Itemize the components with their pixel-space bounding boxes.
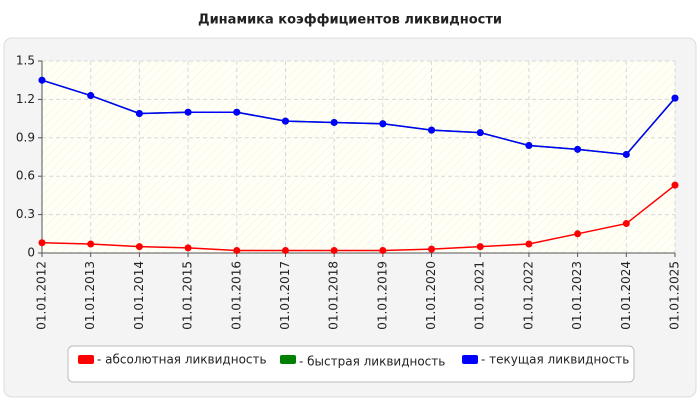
x-tick-label: 01.01.2017 [278,261,292,330]
x-tick-label: 01.01.2021 [473,261,487,330]
x-tick-label: 01.01.2014 [132,261,146,330]
point [525,240,533,248]
y-tick-label: 0.9 [16,130,35,144]
point [87,92,95,100]
legend-swatch [78,355,94,364]
point [38,76,46,84]
point [330,246,338,254]
point [671,94,679,102]
point [622,220,630,228]
x-tick-label: 01.01.2022 [521,261,535,330]
x-tick-label: 01.01.2025 [668,261,682,330]
point [135,109,143,117]
legend-label: - быстрая ликвидность [299,355,445,369]
point [476,129,484,137]
x-tick-label: 01.01.2012 [35,261,49,330]
legend-swatch [462,355,478,364]
point [671,181,679,189]
point [428,126,436,134]
y-tick-label: 0.3 [16,207,35,221]
x-tick-label: 01.01.2023 [570,261,584,330]
y-tick-label: 0.6 [16,169,35,183]
y-tick-label: 1.2 [16,92,35,106]
point [135,243,143,251]
point [379,120,387,128]
point [38,239,46,247]
series-line [41,184,676,252]
plot-area [42,61,675,253]
point [574,230,582,238]
point [233,108,241,116]
legend-label: - абсолютная ликвидность [97,353,267,367]
x-tick-label: 01.01.2015 [181,261,195,330]
x-tick-label: 01.01.2013 [83,261,97,330]
x-tick-label: 01.01.2024 [619,261,633,330]
point [428,245,436,253]
x-tick-label: 01.01.2020 [424,261,438,330]
point [622,150,630,158]
legend-label: - текущая ликвидность [481,353,629,367]
point [574,145,582,153]
point [525,141,533,149]
legend [67,345,635,383]
y-tick-label: 0 [27,246,35,260]
chart-title: Динамика коэффициентов ликвидности [198,13,502,28]
x-tick-label: 01.01.2018 [327,261,341,330]
point [87,240,95,248]
point [184,244,192,252]
x-tick-label: 01.01.2016 [229,261,243,330]
point [379,246,387,254]
point [233,246,241,254]
point [281,246,289,254]
y-tick-label: 1.5 [16,54,35,68]
legend-swatch [280,355,296,364]
x-tick-label: 01.01.2019 [375,261,389,330]
point [281,117,289,125]
point [476,243,484,251]
point [184,108,192,116]
point [330,118,338,126]
series-line [41,79,676,156]
